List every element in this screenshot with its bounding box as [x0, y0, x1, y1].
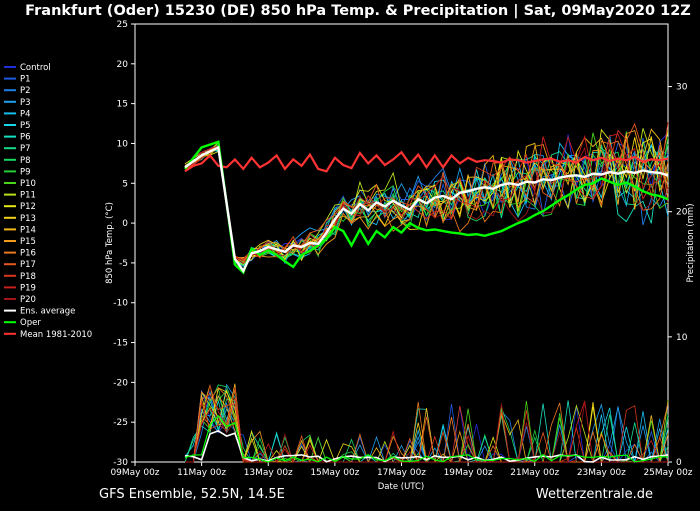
member-precip-line-p20	[185, 401, 668, 463]
ens-average-precip-line	[184, 430, 669, 463]
legend-label: Ens. average	[20, 307, 75, 317]
member-precip-line-p9	[185, 389, 669, 463]
legend-label: P7	[20, 144, 31, 154]
y2-tick-label: 20	[676, 208, 688, 218]
legend-label: P10	[20, 179, 36, 189]
oper-precip-line	[184, 414, 669, 463]
oper-temp-line	[184, 140, 669, 275]
legend-label: P3	[20, 98, 31, 108]
legend-label: P6	[20, 133, 31, 143]
member-temp-line-p13	[184, 136, 669, 261]
x-tick-label: 19May 00z	[444, 468, 493, 478]
average-and-oper-layer	[184, 140, 669, 275]
mean-1981-2010-layer	[184, 150, 669, 173]
legend-label: P14	[20, 225, 36, 235]
legend-label: P18	[20, 272, 36, 282]
member-temp-line-p1	[184, 137, 669, 265]
x-tick-label: 25May 00z	[643, 468, 692, 478]
member-temp-line-p18	[184, 122, 669, 262]
y-tick-label: 20	[117, 60, 129, 70]
precipitation-lines	[184, 383, 669, 464]
x-axis-label: Date (UTC)	[378, 482, 425, 492]
y-tick-label: 25	[117, 20, 128, 30]
member-temp-line-p15	[184, 130, 669, 259]
legend-label: P5	[20, 121, 31, 131]
y-axis-label: 850 hPa Temp. (°C)	[105, 202, 115, 284]
legend-label: Oper	[20, 318, 41, 328]
member-lines	[184, 122, 669, 267]
y2-tick-label: 30	[676, 83, 688, 93]
y-tick-label: -15	[113, 339, 128, 349]
footer-model-info: GFS Ensemble, 52.5N, 14.5E	[99, 487, 285, 502]
y-tick-label: -10	[113, 299, 128, 309]
footer-source: Wetterzentrale.de	[536, 487, 653, 502]
legend-label: P16	[20, 249, 36, 259]
legend-label: P13	[20, 214, 36, 224]
x-tick-label: 13May 00z	[244, 468, 293, 478]
legend-label: P11	[20, 191, 36, 201]
legend-label: P17	[20, 260, 36, 270]
x-axis: 09May 00z 11May 00z 13May 00z 15May 00z 17Ma…	[110, 462, 693, 478]
y-tick-label: 0	[122, 219, 128, 229]
y2-tick-label: 0	[676, 458, 682, 468]
y-tick-label: 15	[117, 100, 128, 110]
legend-label: Mean 1981-2010	[20, 330, 92, 340]
x-tick-label: 11May 00z	[177, 468, 226, 478]
legend-label: P9	[20, 167, 31, 177]
member-temp-line-p14	[184, 128, 669, 264]
y2-axis-label: Precipitation (mm)	[686, 203, 696, 282]
x-tick-label: 21May 00z	[510, 468, 559, 478]
y2-tick-label: 10	[676, 333, 688, 343]
chart-title: Frankfurt (Oder) 15230 (DE) 850 hPa Temp…	[25, 3, 691, 19]
legend-label: Control	[20, 63, 51, 73]
ens-average-temp-line	[184, 145, 669, 274]
legend-label: P1	[20, 75, 31, 85]
legend-label: P4	[20, 109, 31, 119]
y-tick-label: 10	[117, 139, 129, 149]
plot-area-frame	[134, 23, 669, 463]
x-tick-label: 09May 00z	[110, 468, 159, 478]
y-tick-label: 5	[122, 179, 128, 189]
legend-label: P12	[20, 202, 36, 212]
legend-label: P19	[20, 283, 36, 293]
legend-label: P15	[20, 237, 36, 247]
y-tick-label: -20	[113, 378, 128, 388]
legend-label: P2	[20, 86, 31, 96]
y-tick-label: -5	[119, 259, 128, 269]
y-tick-label: -30	[113, 458, 128, 468]
x-tick-label: 23May 00z	[577, 468, 626, 478]
x-tick-label: 17May 00z	[377, 468, 426, 478]
x-tick-label: 15May 00z	[310, 468, 359, 478]
y-tick-label: -25	[113, 418, 128, 428]
legend-label: P8	[20, 156, 31, 166]
y2-axis: 30 20 10 0	[668, 83, 688, 468]
y-axis: 25 20 15 10 5 0 -5 -10 -15 -20 -25 -30	[113, 20, 135, 468]
legend-label: P20	[20, 295, 36, 305]
mean-1981-2010-line	[184, 150, 669, 173]
